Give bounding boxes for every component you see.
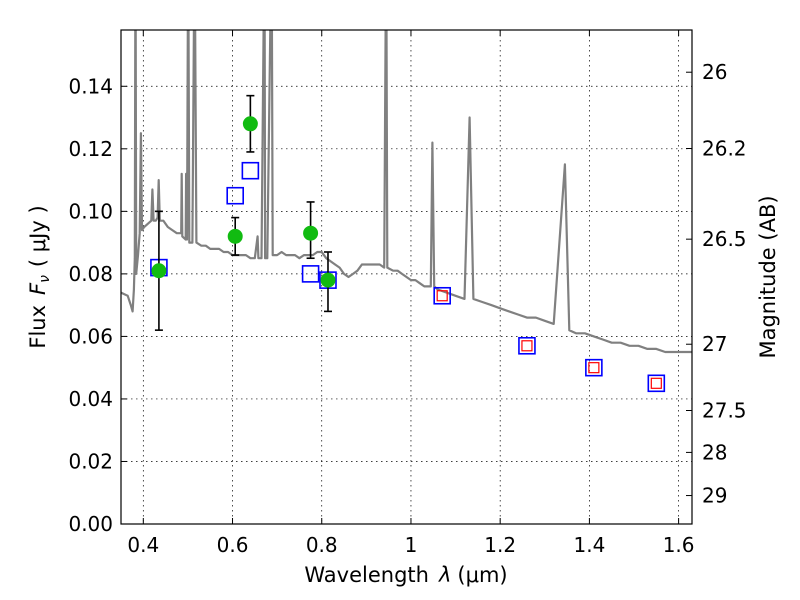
y-axis-title-symbol: F [26,282,50,295]
x-axis-title: Wavelength λ (μm) [304,563,507,587]
y-axis-title: Flux Fν ( μJy ) [26,205,53,348]
green-point-marker [303,225,319,241]
plot-area [121,30,692,393]
y2-tick-label: 28 [702,440,727,464]
x-tick-label: 1.2 [484,533,516,557]
y2-tick-label: 27 [702,332,727,356]
x-tick-label: 1.4 [573,533,605,557]
red-square-marker [521,340,533,352]
y-tick-label: 0.08 [68,262,113,286]
blue-square-marker [226,186,244,205]
y-tick-label: 0.10 [68,199,113,223]
plot-frame [120,29,693,525]
grid [121,30,692,525]
blue-square-marker [518,336,536,355]
y-axis-title-unit: ( μJy ) [26,205,50,267]
y-tick-label: 0.02 [68,449,113,473]
y-tick-label: 0.04 [68,387,113,411]
y2-tick-label: 26.5 [702,227,747,251]
x-axis-title-symbol: λ [438,563,451,587]
y2-tick-label: 27.5 [702,399,747,423]
red-square-marker [588,362,600,374]
y-tick-label: 0.12 [68,137,113,161]
x-axis-title-unit: (μm) [457,563,507,587]
axis-ticks: 0.4 0.6 0.8 1 1.2 1.4 1.6 0.00 0.02 0.04 0.06 0.08 0… [68,30,747,557]
y2-tick-label: 26.2 [702,136,747,160]
x-tick-label: 1 [405,533,418,557]
green-point-marker [227,228,243,244]
red-square-marker [436,290,448,302]
green-point-marker [242,116,258,132]
x-tick-label: 0.6 [217,533,249,557]
y-axis-title-text: Flux [26,305,50,349]
y2-tick-label: 26 [702,60,727,84]
spectrum-line [121,30,692,354]
y-axis-title-subscript: ν [37,275,53,283]
x-tick-label: 0.4 [127,533,159,557]
red-square-marker [650,377,662,389]
y-tick-label: 0.06 [68,324,113,348]
x-tick-label: 0.8 [306,533,338,557]
y-tick-label: 0.14 [68,74,113,98]
blue-square-marker [585,358,603,377]
y2-tick-label: 29 [702,484,727,508]
green-point-marker [151,263,167,279]
blue-square-marker [241,161,260,180]
y-tick-label: 0.00 [68,512,113,536]
x-tick-label: 1.6 [663,533,695,557]
green-point-marker [320,272,336,288]
blue-square-marker [647,374,666,393]
x-axis-title-text: Wavelength [304,563,429,587]
y2-axis-title: Magnitude (AB) [756,195,780,358]
blue-square-marker [433,286,451,305]
blue-square-marker [301,265,320,283]
